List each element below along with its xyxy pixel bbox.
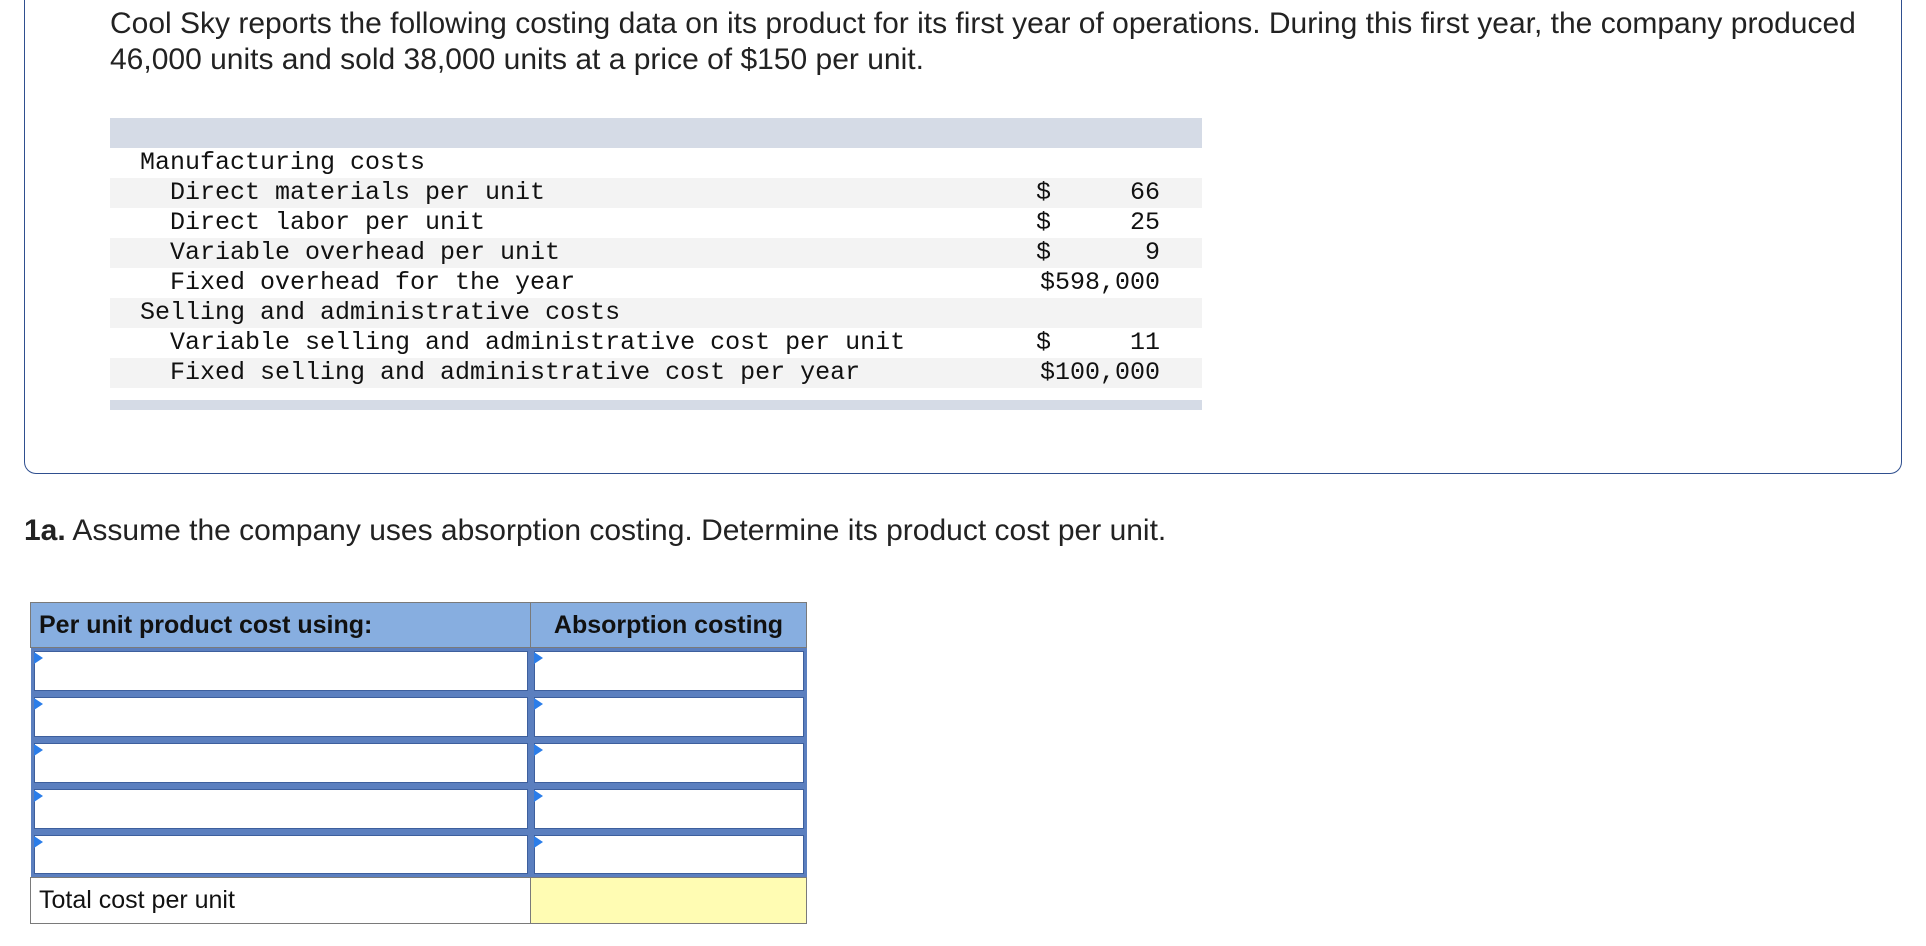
total-cost-per-unit-label: Total cost per unit <box>30 877 531 924</box>
problem-box <box>24 0 1902 474</box>
item-currency: $ <box>1036 328 1052 357</box>
input-indicator-icon <box>533 697 543 710</box>
cost-item-dropdown[interactable] <box>30 739 531 786</box>
input-indicator-icon <box>533 835 543 848</box>
amount-field[interactable] <box>533 696 804 737</box>
amount-field[interactable] <box>533 834 804 874</box>
item-amount: $100,000 <box>1039 358 1160 387</box>
cost-item-dropdown[interactable] <box>30 831 531 878</box>
question-number: 1a. <box>24 514 66 547</box>
dropdown-field[interactable] <box>33 651 528 691</box>
item-amount: 9 <box>1144 238 1160 267</box>
table-row: Manufacturing costs <box>110 148 1202 178</box>
header-absorption-costing: Absorption costing <box>530 602 807 648</box>
answer-input-row <box>30 831 807 878</box>
table-top-bar <box>110 118 1202 148</box>
item-label: Fixed overhead for the year <box>170 268 576 297</box>
amount-input[interactable] <box>530 785 807 832</box>
cost-data-table: Manufacturing costs Direct materials per… <box>110 118 1202 410</box>
dropdown-indicator-icon <box>33 652 43 664</box>
amount-input[interactable] <box>530 831 807 878</box>
answer-input-row <box>30 739 807 786</box>
table-row: Direct materials per unit $ 66 <box>110 178 1202 208</box>
header-per-unit-product-cost: Per unit product cost using: <box>30 602 531 648</box>
table-row: Variable selling and administrative cost… <box>110 328 1202 358</box>
item-currency: $ <box>1036 208 1052 237</box>
cost-item-dropdown[interactable] <box>30 647 531 694</box>
amount-input[interactable] <box>530 647 807 694</box>
input-indicator-icon <box>533 789 543 802</box>
item-label: Variable selling and administrative cost… <box>170 328 906 357</box>
answer-input-row <box>30 647 807 694</box>
dropdown-field[interactable] <box>33 696 528 737</box>
table-row: Fixed selling and administrative cost pe… <box>110 358 1202 388</box>
answer-input-row <box>30 693 807 740</box>
item-currency: $ <box>1036 178 1052 207</box>
amount-field[interactable] <box>533 788 804 829</box>
table-row: Selling and administrative costs <box>110 298 1202 328</box>
dropdown-field[interactable] <box>33 788 528 829</box>
amount-input[interactable] <box>530 739 807 786</box>
amount-field[interactable] <box>533 742 804 783</box>
dropdown-indicator-icon <box>33 789 43 802</box>
cost-item-dropdown[interactable] <box>30 785 531 832</box>
cost-item-dropdown[interactable] <box>30 693 531 740</box>
item-amount: 25 <box>1129 208 1160 237</box>
item-label: Variable overhead per unit <box>170 238 561 267</box>
section-heading-manufacturing: Manufacturing costs <box>140 148 426 177</box>
question-1a: 1a. Assume the company uses absorption c… <box>24 514 1166 548</box>
dropdown-indicator-icon <box>33 835 43 848</box>
dropdown-field[interactable] <box>33 742 528 783</box>
total-cost-per-unit-value <box>530 877 807 924</box>
amount-field[interactable] <box>533 651 804 691</box>
dropdown-field[interactable] <box>33 834 528 874</box>
answer-input-row <box>30 785 807 832</box>
question-text: Assume the company uses absorption costi… <box>65 514 1167 547</box>
amount-input[interactable] <box>530 693 807 740</box>
answer-table: Per unit product cost using: Absorption … <box>30 602 807 924</box>
answer-total-row: Total cost per unit <box>30 877 807 924</box>
input-indicator-icon <box>533 652 543 664</box>
item-amount: $598,000 <box>1039 268 1160 297</box>
item-amount: 66 <box>1129 178 1160 207</box>
item-label: Direct labor per unit <box>170 208 486 237</box>
section-heading-selling: Selling and administrative costs <box>140 298 621 327</box>
problem-intro-text: Cool Sky reports the following costing d… <box>110 7 1856 76</box>
answer-header-row: Per unit product cost using: Absorption … <box>30 602 807 648</box>
item-amount: 11 <box>1129 328 1160 357</box>
item-currency: $ <box>1036 238 1052 267</box>
input-indicator-icon <box>533 743 543 756</box>
table-row: Direct labor per unit $ 25 <box>110 208 1202 238</box>
dropdown-indicator-icon <box>33 697 43 710</box>
table-row: Variable overhead per unit $ 9 <box>110 238 1202 268</box>
item-label: Direct materials per unit <box>170 178 546 207</box>
item-label: Fixed selling and administrative cost pe… <box>170 358 861 387</box>
dropdown-indicator-icon <box>33 743 43 756</box>
table-bottom-bar <box>110 400 1202 410</box>
table-row: Fixed overhead for the year $598,000 <box>110 268 1202 298</box>
